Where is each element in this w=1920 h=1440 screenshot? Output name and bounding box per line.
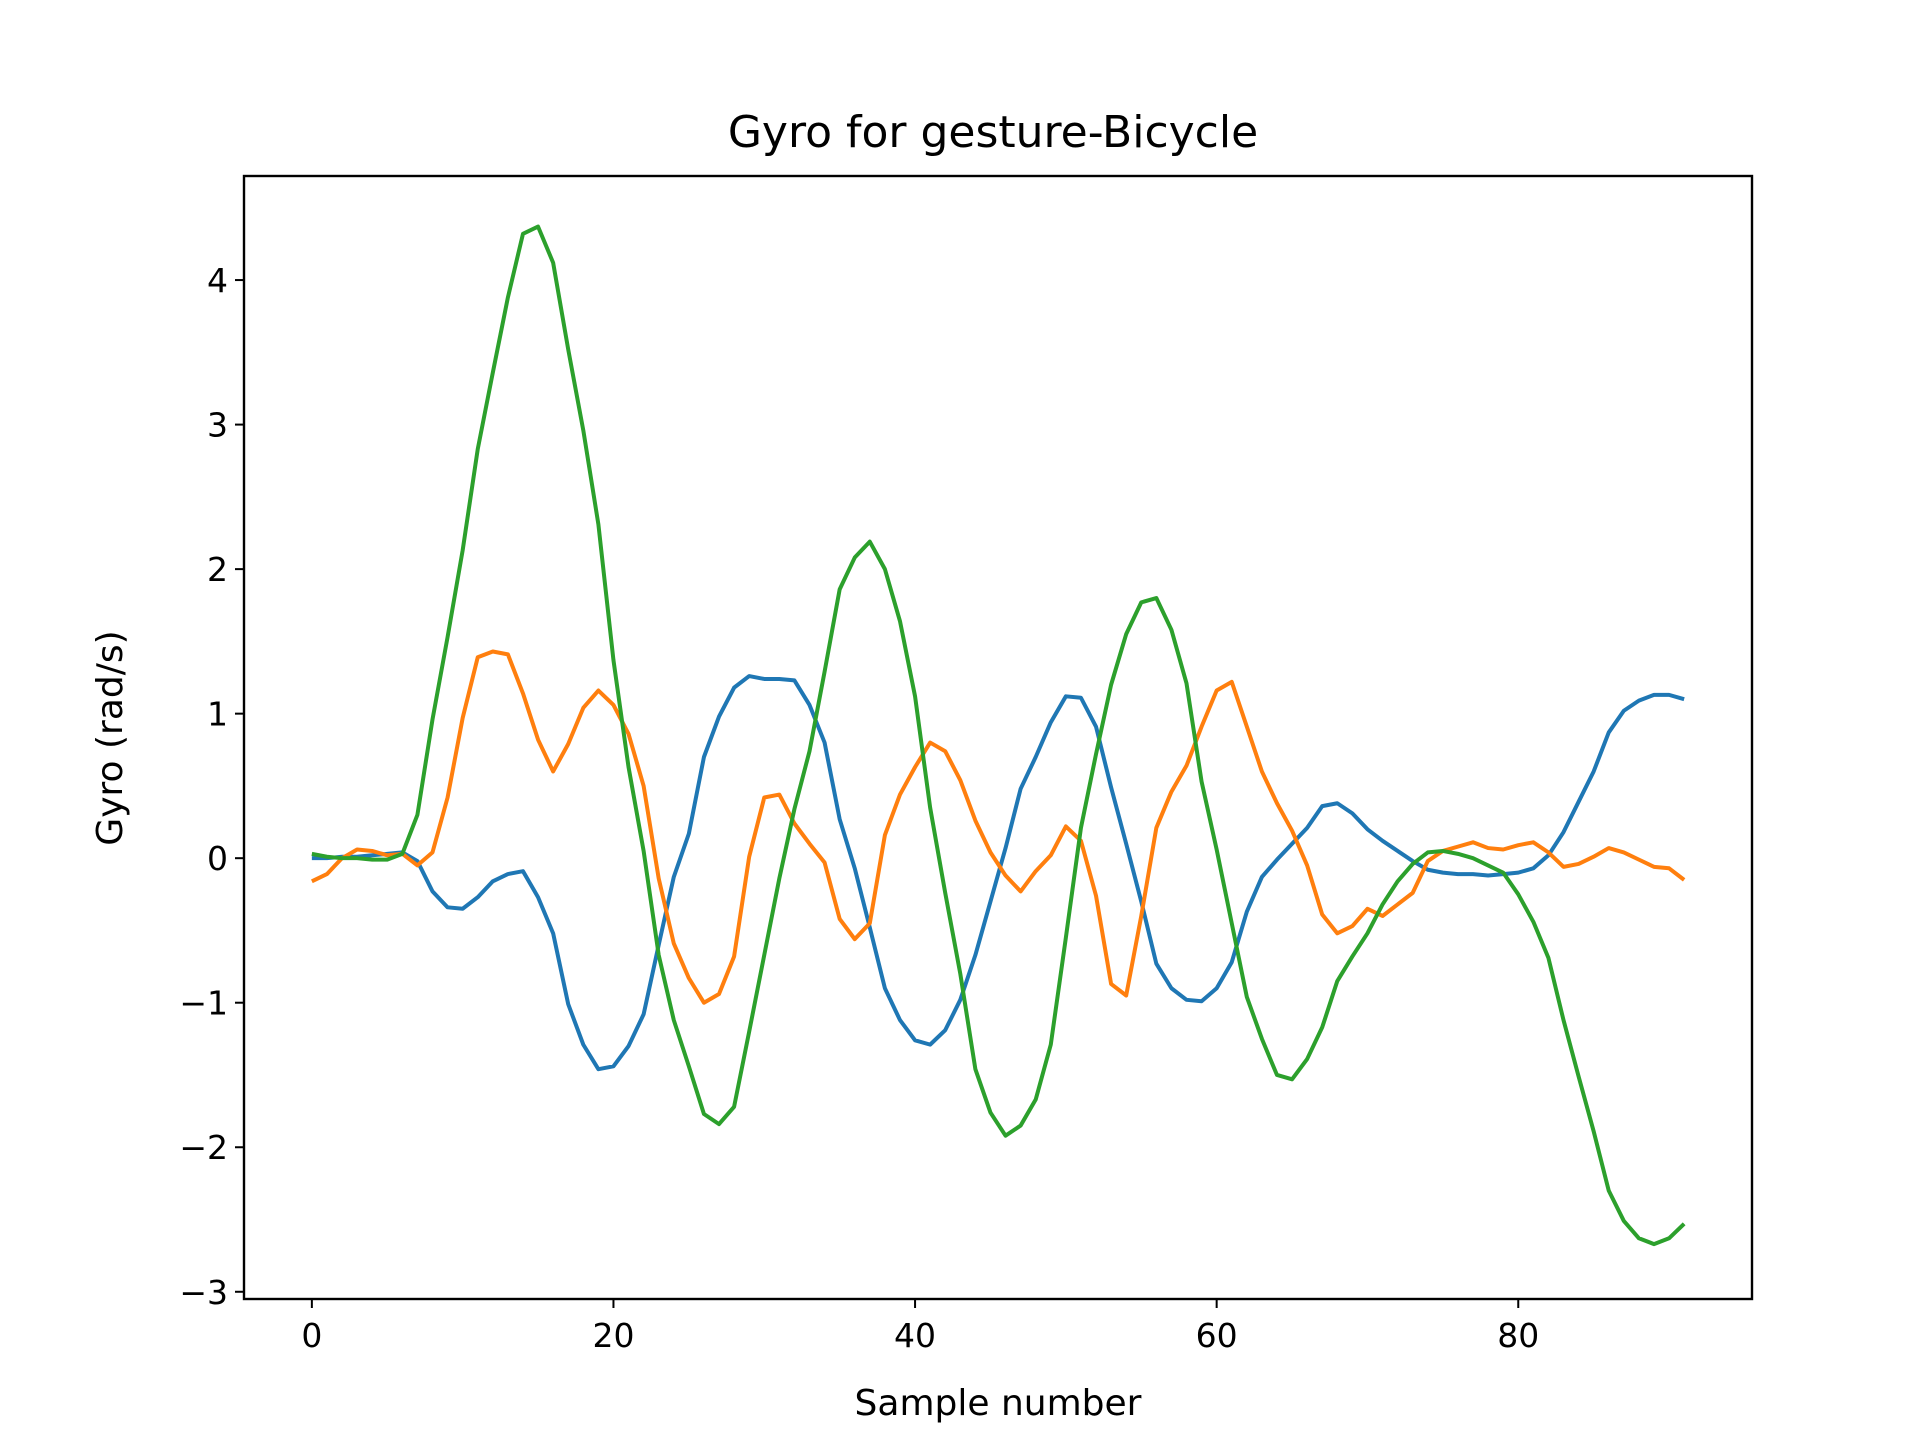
y-tick-label: −3 [179, 1273, 228, 1312]
plot-frame [242, 174, 1754, 1301]
y-tick-label: −2 [179, 1128, 228, 1167]
y-tick-label: 3 [207, 406, 228, 445]
y-axis-ticks: −3 −2 −1 0 1 2 3 4 [179, 261, 244, 1312]
y-tick-label: 4 [207, 261, 228, 300]
y-tick-label: 0 [207, 839, 228, 878]
x-tick-label: 40 [894, 1316, 936, 1355]
x-tick-label: 60 [1196, 1316, 1238, 1355]
series-line-2 [310, 649, 1686, 1005]
x-axis-ticks: 0 20 40 60 80 [301, 1299, 1539, 1355]
series-layer [310, 224, 1686, 1247]
series-line-1 [311, 674, 1685, 1072]
y-tick-label: −1 [179, 984, 228, 1023]
y-tick-label: 1 [207, 695, 228, 734]
x-axis-label: Sample number [855, 1383, 1142, 1424]
x-tick-label: 20 [592, 1316, 634, 1355]
series-line-3 [311, 224, 1686, 1247]
x-tick-label: 0 [301, 1316, 322, 1355]
x-tick-label: 80 [1497, 1316, 1539, 1355]
y-axis-label: Gyro (rad/s) [90, 630, 131, 845]
y-tick-label: 2 [207, 550, 228, 589]
chart-title: Gyro for gesture-Bicycle [728, 107, 1258, 158]
